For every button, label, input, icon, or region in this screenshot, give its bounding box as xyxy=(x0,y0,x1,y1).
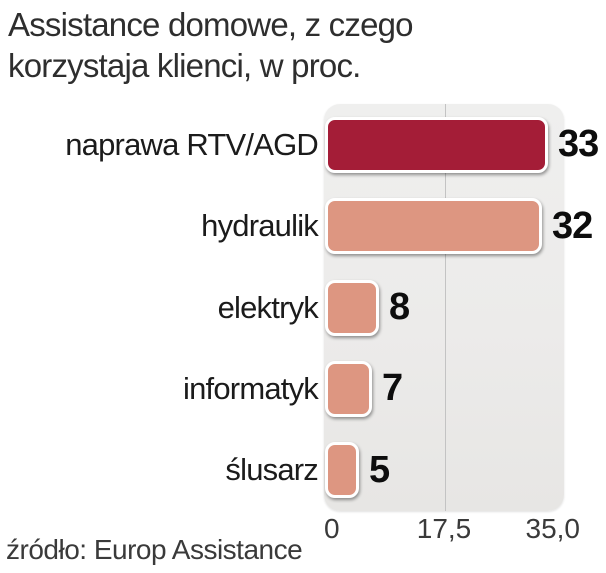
value-label: 8 xyxy=(389,286,410,329)
bar-row-elektryk: elektryk 8 xyxy=(0,267,606,348)
x-tick-0: 0 xyxy=(324,513,340,544)
value-label: 5 xyxy=(369,448,390,491)
chart-title-line1: Assistance domowe, z czego xyxy=(8,6,414,43)
category-label: elektryk xyxy=(217,289,319,325)
bar-row-naprawa-rtv-agd: naprawa RTV/AGD 33 xyxy=(0,104,606,185)
x-tick-17-5: 17,5 xyxy=(416,513,472,544)
value-label: 32 xyxy=(552,204,593,247)
category-label: ślusarz xyxy=(225,452,318,488)
bar-row-hydraulik: hydraulik 32 xyxy=(0,185,606,266)
bar-rows: naprawa RTV/AGD 33 hydraulik 32 elektryk… xyxy=(0,104,606,511)
bar-slusarz xyxy=(325,442,359,499)
x-axis: 0 17,5 35,0 xyxy=(324,513,580,547)
value-label: 7 xyxy=(382,367,403,410)
bar-row-slusarz: ślusarz 5 xyxy=(0,430,606,511)
gridline-17-5 xyxy=(445,104,446,511)
bar-elektryk xyxy=(325,279,379,336)
source-label: źródło: Europ Assistance xyxy=(6,534,303,565)
category-label: hydraulik xyxy=(201,208,319,244)
chart-title-line2: korzystaja klienci, w proc. xyxy=(8,47,361,84)
value-label: 33 xyxy=(558,123,599,166)
category-label: naprawa RTV/AGD xyxy=(65,126,319,162)
x-tick-35-0: 35,0 xyxy=(525,513,581,544)
bar-naprawa-rtv-agd xyxy=(325,116,548,173)
bar-informatyk xyxy=(325,360,372,417)
bar-row-informatyk: informatyk 7 xyxy=(0,348,606,429)
bar-hydraulik xyxy=(325,198,542,255)
category-label: informatyk xyxy=(183,370,319,406)
chart-title: Assistance domowe, z czego korzystaja kl… xyxy=(8,4,414,86)
